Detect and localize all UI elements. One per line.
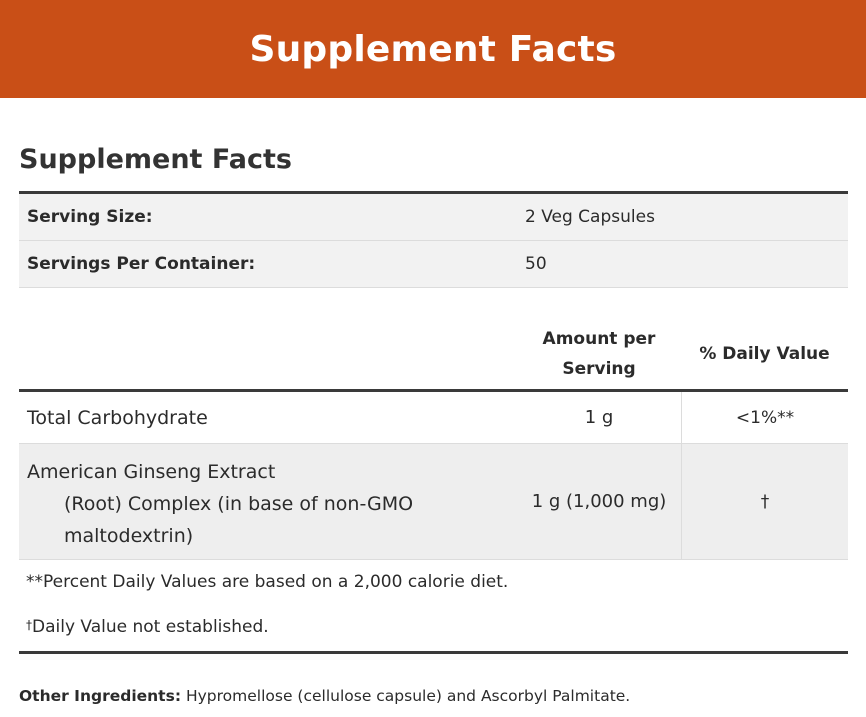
nutrient-amount: 1 g <box>584 407 614 428</box>
header-banner: Supplement Facts <box>0 0 866 98</box>
nutrient-table-header: Amount per Serving % Daily Value <box>19 318 848 392</box>
serving-info-table: Serving Size: 2 Veg Capsules Servings Pe… <box>19 191 848 288</box>
servings-per-container-value: 50 <box>525 254 547 274</box>
amount-header-line2: Serving <box>562 358 636 379</box>
dagger-footnote: †Daily Value not established. <box>26 617 269 637</box>
nutrient-amount: 1 g (1,000 mg) <box>531 491 667 512</box>
nutrient-name-line3: maltodextrin) <box>64 525 194 547</box>
nutrient-name: American Ginseng Extract (Root) Complex … <box>19 444 517 559</box>
table-row: Total Carbohydrate 1 g <1%** <box>19 392 848 444</box>
servings-per-container-row: Servings Per Container: 50 <box>19 241 848 288</box>
serving-size-label: Serving Size: <box>27 207 153 227</box>
serving-size-row: Serving Size: 2 Veg Capsules <box>19 194 848 241</box>
nutrient-name-line2: (Root) Complex (in base of non-GMO <box>64 493 414 515</box>
other-ingredients: Other Ingredients: Hypromellose (cellulo… <box>19 687 630 705</box>
banner-title: Supplement Facts <box>249 28 617 70</box>
footnotes: **Percent Daily Values are based on a 2,… <box>19 560 848 654</box>
nutrient-daily-value: † <box>681 444 848 559</box>
dagger-footnote-text: Daily Value not established. <box>32 617 269 637</box>
dagger-symbol: † <box>26 618 32 632</box>
nutrient-daily-value: <1%** <box>681 392 848 443</box>
other-ingredients-label: Other Ingredients: <box>19 687 182 705</box>
other-ingredients-text: Hypromellose (cellulose capsule) and Asc… <box>185 687 631 705</box>
servings-per-container-label: Servings Per Container: <box>27 254 256 274</box>
amount-header-line1: Amount per <box>542 328 656 349</box>
serving-size-value: 2 Veg Capsules <box>525 207 655 227</box>
table-row: American Ginseng Extract (Root) Complex … <box>19 444 848 560</box>
percent-daily-value-footnote: **Percent Daily Values are based on a 2,… <box>26 572 509 592</box>
daily-value-header: % Daily Value <box>699 343 830 364</box>
section-title: Supplement Facts <box>19 144 292 175</box>
nutrient-name-line1: American Ginseng Extract <box>27 461 276 483</box>
amount-per-serving-header: Amount per Serving <box>517 324 681 384</box>
nutrient-table: Total Carbohydrate 1 g <1%** American Gi… <box>19 392 848 560</box>
nutrient-name: Total Carbohydrate <box>27 406 208 429</box>
